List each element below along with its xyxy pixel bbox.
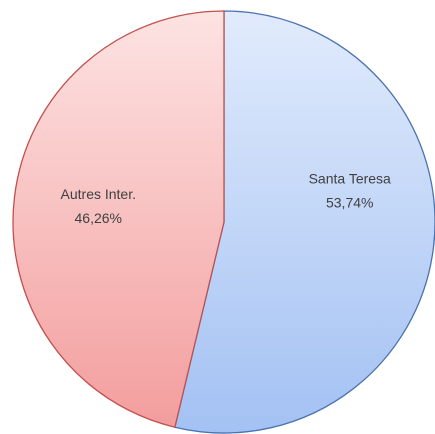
pie-slice (174, 10, 435, 434)
slice-value-label: 46,26% (75, 210, 122, 226)
pie-slice (12, 10, 225, 428)
slice-value-label: 53,74% (326, 195, 373, 211)
slice-name: Autres Inter. (61, 186, 136, 202)
slice-name: Santa Teresa (309, 171, 391, 187)
